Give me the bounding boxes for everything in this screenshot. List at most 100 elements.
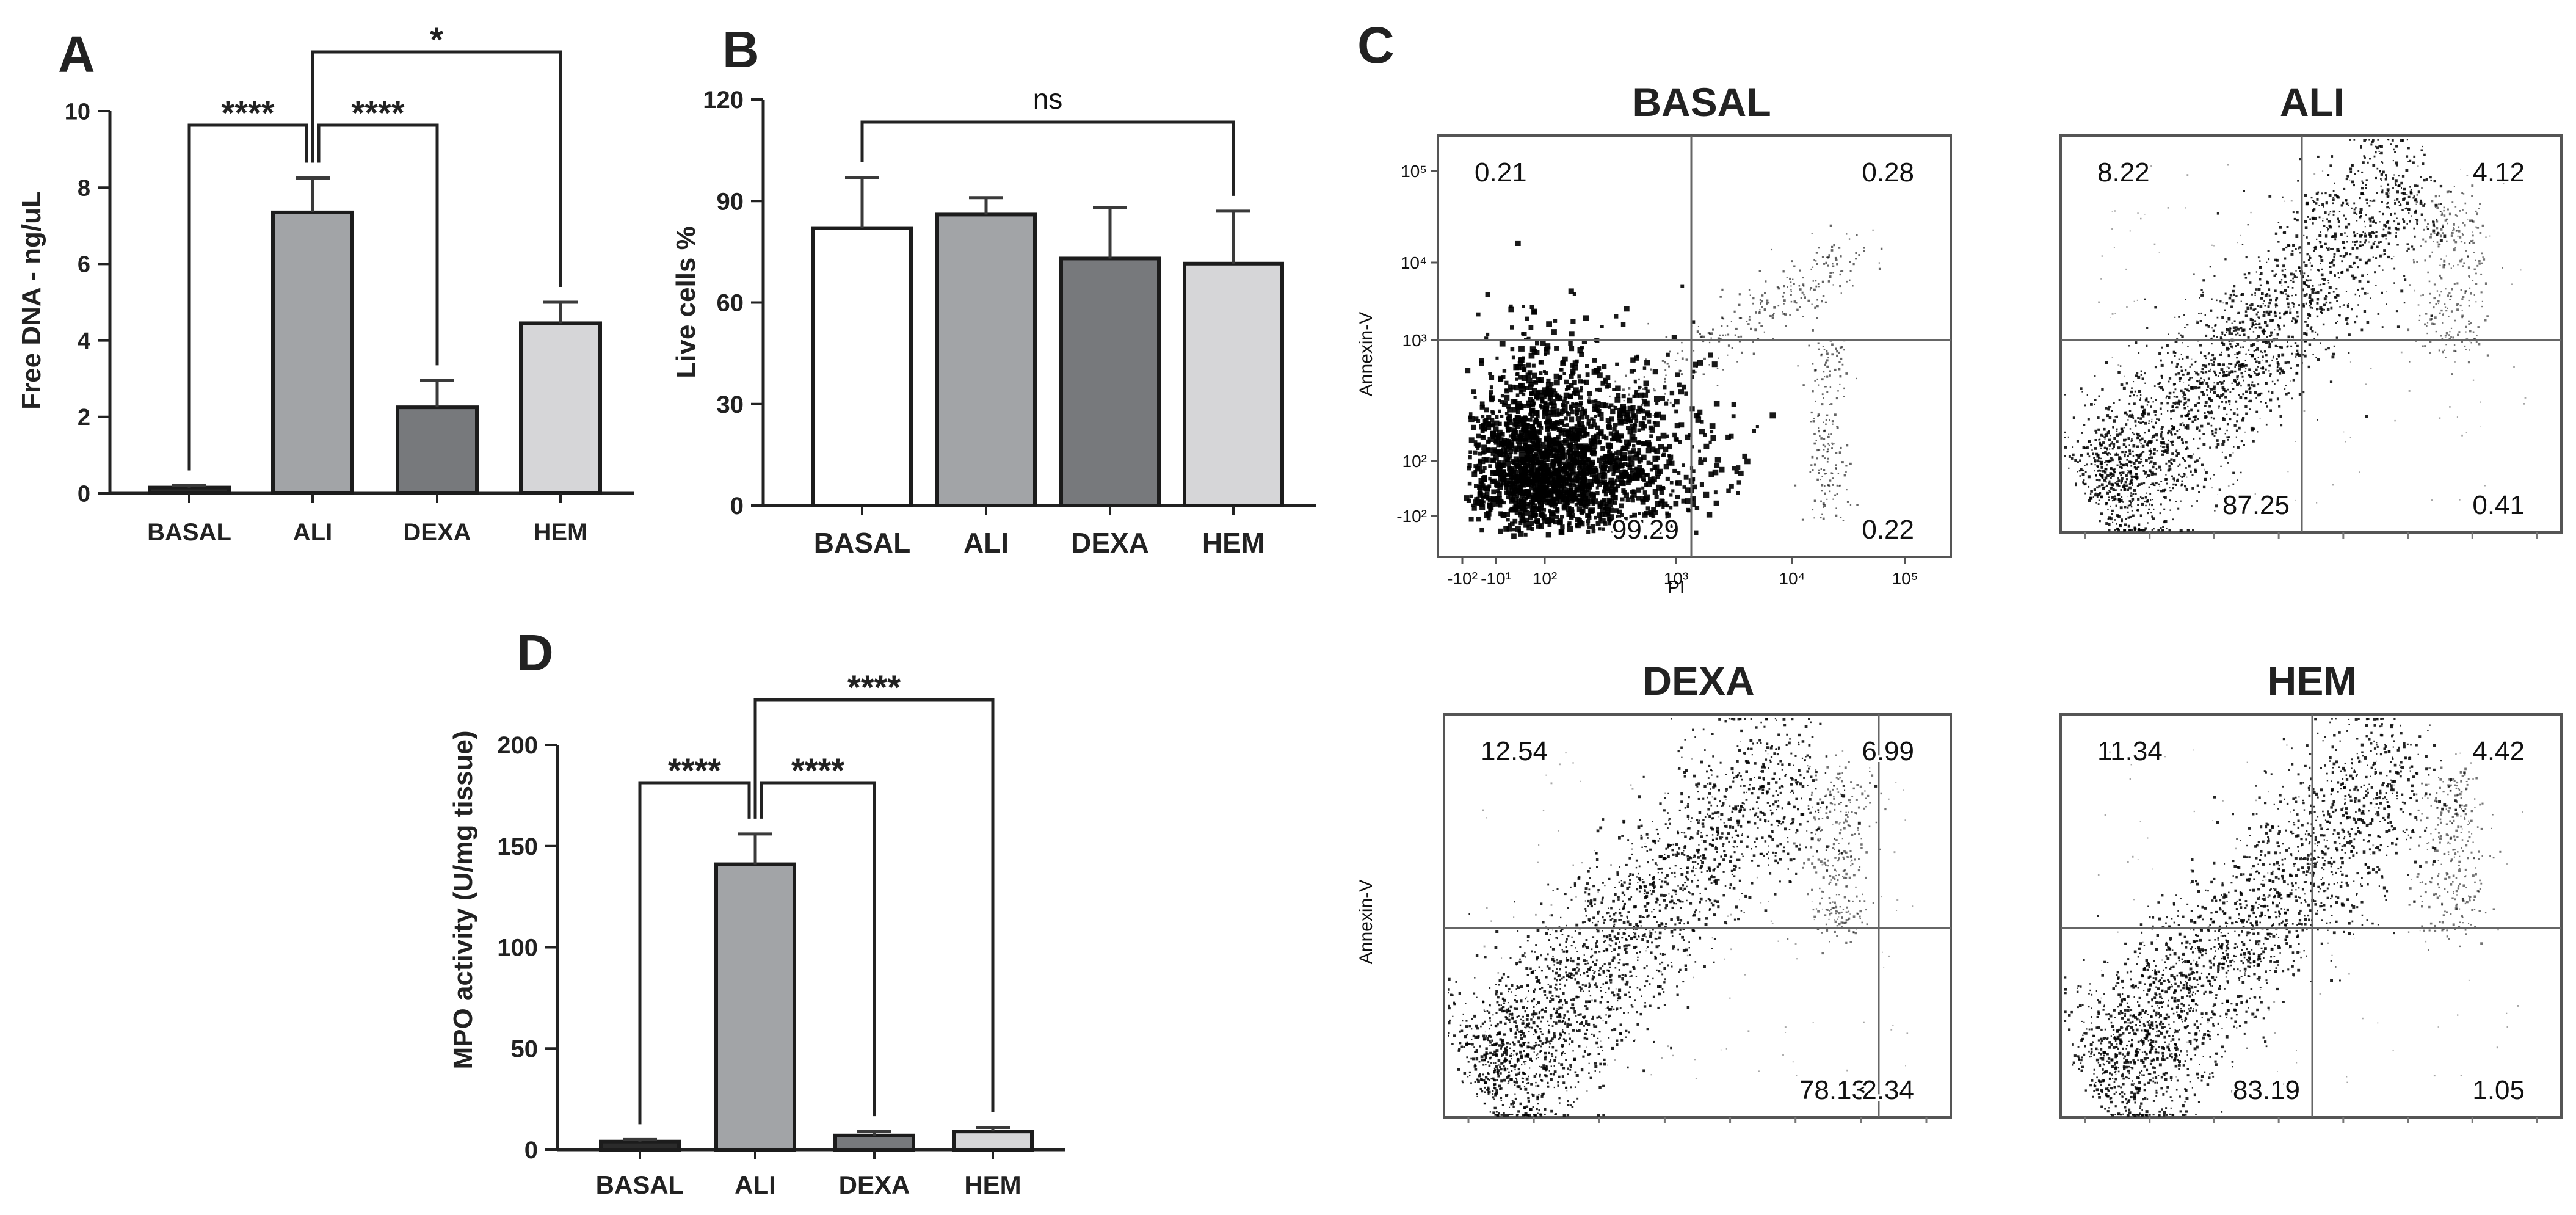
flow-event-dot	[1640, 496, 1646, 502]
flow-event-dot	[2321, 170, 2324, 172]
flow-event-dot	[1506, 415, 1512, 421]
flow-event-dot	[2341, 260, 2343, 263]
flow-event-dot	[2248, 349, 2250, 351]
flow-event-dot	[2105, 522, 2109, 525]
flow-event-dot	[1581, 460, 1586, 465]
flow-event-dot	[1504, 477, 1509, 482]
flow-event-dot	[1666, 434, 1669, 438]
panel-letter-a: A	[58, 26, 95, 83]
flow-event-dot	[1752, 352, 1755, 355]
flow-event-dot	[2168, 333, 2169, 335]
flow-event-dot	[2167, 410, 2169, 412]
flow-event-dot	[2282, 371, 2285, 374]
flow-event-dot	[2205, 382, 2209, 385]
flow-event-dot	[1569, 331, 1575, 337]
flow-event-dot	[2221, 333, 2224, 335]
flow-event-dot	[2158, 252, 2160, 253]
flow-event-dot	[2291, 287, 2294, 289]
flow-event-dot	[1550, 460, 1557, 467]
flow-event-dot	[1567, 477, 1572, 482]
flow-event-dot	[2314, 331, 2317, 333]
flow-event-dot	[1486, 421, 1492, 427]
flow-event-dot	[2370, 368, 2372, 369]
flow-event-dot	[2098, 439, 2100, 441]
flow-event-dot	[1630, 409, 1635, 414]
flow-event-dot	[1566, 493, 1572, 498]
flow-event-dot	[2395, 161, 2398, 165]
flow-event-dot	[2254, 294, 2256, 296]
flow-event-dot	[2380, 185, 2382, 187]
flow-event-dot	[2149, 503, 2151, 506]
flow-event-dot	[1506, 443, 1512, 449]
flow-event-dot	[1570, 495, 1575, 501]
flow-event-dot	[1511, 492, 1516, 497]
flow-event-dot	[2314, 245, 2317, 248]
flow-event-dot	[2160, 445, 2162, 447]
flow-event-dot	[1832, 477, 1834, 479]
flow-event-dot	[2276, 369, 2279, 372]
flow-event-dot	[1838, 361, 1841, 363]
flow-event-dot	[1514, 447, 1520, 452]
flow-event-dot	[1566, 474, 1572, 481]
flow-event-dot	[1541, 441, 1546, 447]
flow-event-dot	[2130, 416, 2132, 418]
flow-event-dot	[2295, 234, 2299, 238]
flow-event-dot	[2267, 305, 2270, 308]
flow-event-dot	[2391, 139, 2394, 142]
flow-event-dot	[2409, 220, 2411, 223]
flow-event-dot	[2439, 274, 2441, 277]
flow-event-dot	[1572, 292, 1576, 296]
flow-event-dot	[1708, 440, 1712, 444]
flow-event-dot	[1682, 463, 1685, 467]
flow-event-dot	[2099, 474, 2102, 476]
flow-event-dot	[2346, 175, 2349, 178]
flow-event-dot	[2193, 273, 2195, 275]
flow-event-dot	[2127, 511, 2129, 513]
flow-event-dot	[1616, 457, 1622, 463]
flow-event-dot	[1595, 486, 1599, 490]
flow-event-dot	[2086, 452, 2089, 455]
panel-d-significance-label: ****	[668, 751, 721, 789]
flow-event-dot	[2265, 423, 2268, 426]
flow-event-dot	[1529, 521, 1534, 526]
flow-event-dot	[2259, 274, 2261, 275]
flow-event-dot	[1822, 502, 1825, 505]
flow-event-dot	[1771, 248, 1772, 251]
flow-event-dot	[2291, 250, 2294, 252]
flow-event-dot	[1598, 412, 1604, 417]
flow-event-dot	[2406, 243, 2409, 245]
flow-event-dot	[1760, 325, 1763, 327]
flow-event-dot	[1617, 509, 1622, 515]
flow-event-dot	[2321, 311, 2323, 314]
flow-event-dot	[1725, 434, 1731, 440]
flow-event-dot	[2279, 281, 2282, 284]
flow-event-dot	[2356, 220, 2358, 222]
flow-event-dot	[2420, 294, 2422, 297]
flow-event-dot	[2171, 452, 2174, 455]
flow-event-dot	[1580, 386, 1583, 390]
flow-event-dot	[2457, 264, 2459, 266]
flow-event-dot	[1570, 371, 1575, 376]
flow-event-dot	[1798, 285, 1801, 287]
flow-event-dot	[2290, 380, 2291, 382]
flow-event-dot	[2155, 439, 2158, 441]
flow-event-dot	[1478, 499, 1484, 505]
flow-event-dot	[2262, 371, 2265, 374]
flow-event-dot	[2346, 241, 2348, 243]
flow-event-dot	[2243, 333, 2246, 336]
flow-event-dot	[2122, 471, 2125, 474]
flow-event-dot	[2172, 402, 2175, 405]
flow-event-dot	[2092, 496, 2094, 498]
flow-event-dot	[2443, 234, 2447, 238]
flow-event-dot	[1790, 300, 1793, 303]
flow-event-dot	[1558, 498, 1563, 504]
flow-event-dot	[1594, 433, 1600, 440]
flow-event-dot	[2094, 460, 2095, 462]
flow-event-dot	[1573, 403, 1578, 408]
panel-d-ytick-label: 200	[497, 732, 538, 759]
flow-event-dot	[2241, 375, 2244, 378]
flow-event-dot	[1880, 247, 1883, 250]
flow-event-dot	[1628, 418, 1633, 423]
flow-event-dot	[2156, 450, 2158, 452]
flow-events	[1464, 224, 1883, 539]
